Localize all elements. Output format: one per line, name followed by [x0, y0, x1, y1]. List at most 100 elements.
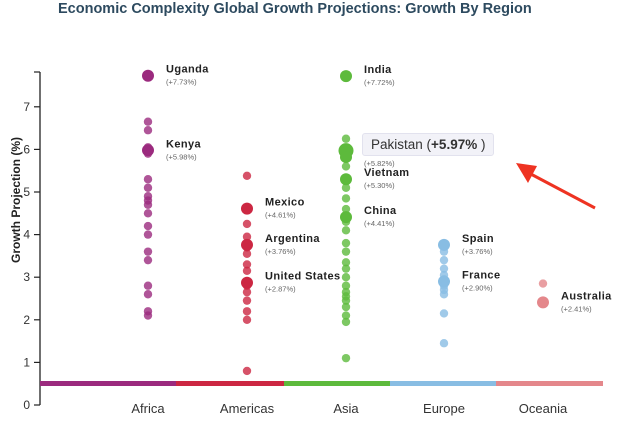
data-point	[242, 296, 252, 305]
annotation-name: India	[364, 64, 392, 76]
tooltip-value: (+5.97% )	[426, 137, 486, 152]
y-axis-label: Growth Projection (%)	[9, 137, 23, 263]
data-point	[143, 209, 153, 218]
region-band-europe	[390, 381, 496, 386]
annotation-value: (+2.87%)	[265, 285, 296, 294]
annotation-name: China	[364, 205, 397, 217]
annotation-value: (+7.72%)	[364, 78, 395, 87]
data-point	[242, 243, 252, 252]
tooltip-value-bold: +5.97%	[431, 137, 478, 152]
data-point	[242, 287, 252, 297]
data-point	[438, 238, 450, 251]
chart-title: Economic Complexity Global Growth Projec…	[58, 1, 532, 17]
data-point	[143, 247, 153, 256]
annotation-value: (+5.30%)	[364, 181, 395, 190]
data-point	[143, 183, 153, 192]
y-tick-label: 6	[23, 142, 30, 156]
data-point	[439, 264, 449, 273]
y-tick-label: 2	[23, 313, 30, 327]
y-tick-label: 7	[23, 100, 30, 114]
data-point	[143, 230, 153, 239]
data-point	[537, 296, 549, 309]
annotation-value: (+3.76%)	[265, 247, 296, 256]
data-point	[341, 302, 351, 312]
data-point	[341, 204, 351, 214]
data-point	[341, 194, 351, 203]
data-point	[143, 175, 153, 184]
region-band-africa	[40, 381, 176, 386]
y-tick-label: 4	[23, 228, 30, 242]
data-point	[439, 339, 449, 348]
region-band-americas	[176, 381, 284, 386]
annotation-name: United States	[265, 271, 341, 283]
hover-tooltip: Pakistan (+5.97% )	[362, 133, 495, 156]
data-point	[242, 281, 252, 290]
x-tick-label: Americas	[220, 401, 275, 416]
data-point	[143, 126, 153, 135]
annotation-value: (+7.73%)	[166, 78, 197, 87]
data-point	[242, 232, 252, 241]
data-point	[242, 315, 252, 324]
data-point	[242, 171, 252, 181]
annotation-name: Spain	[462, 233, 494, 245]
data-point	[242, 219, 252, 229]
data-point	[341, 281, 351, 290]
y-tick-label: 3	[23, 270, 30, 284]
y-tick-label: 5	[23, 185, 30, 199]
annotation-name: Australia	[561, 290, 612, 302]
pointer-arrow-line	[526, 170, 596, 210]
data-point	[341, 183, 351, 192]
data-point	[143, 311, 153, 320]
annotation-name: Argentina	[265, 233, 320, 245]
data-point	[341, 226, 351, 235]
data-point	[341, 258, 351, 267]
data-point	[341, 273, 351, 282]
data-point	[341, 238, 351, 248]
data-point	[341, 353, 351, 363]
tooltip-country: Pakistan	[371, 137, 423, 152]
data-point	[340, 173, 352, 186]
data-point	[143, 290, 153, 299]
data-point	[143, 117, 153, 126]
y-tick-label: 0	[23, 398, 30, 412]
data-point	[143, 200, 153, 209]
annotation-value: (+4.41%)	[364, 219, 395, 228]
data-point	[340, 151, 352, 164]
data-point	[341, 317, 351, 327]
data-point	[341, 247, 351, 256]
data-point	[341, 264, 351, 273]
pointer-arrow-head	[516, 163, 537, 183]
data-point	[439, 247, 449, 256]
annotation-name: Uganda	[166, 64, 209, 76]
y-tick-label: 1	[23, 355, 30, 369]
data-point	[538, 279, 548, 288]
annotation-value: (+2.41%)	[561, 304, 592, 313]
data-point	[340, 70, 352, 83]
data-point	[242, 249, 252, 258]
data-point	[341, 311, 351, 320]
annotation-name: France	[462, 269, 500, 281]
data-point	[341, 296, 351, 305]
x-tick-label: Europe	[423, 401, 465, 416]
data-point	[341, 134, 351, 143]
data-point	[341, 217, 351, 227]
annotation-value: (+3.76%)	[462, 247, 493, 256]
x-tick-label: Asia	[333, 401, 359, 416]
data-point	[439, 255, 449, 265]
region-band-oceania	[496, 381, 603, 386]
x-tick-label: Oceania	[519, 401, 568, 416]
region-band-asia	[284, 381, 390, 386]
data-point	[143, 149, 153, 158]
data-point	[242, 266, 252, 276]
annotation-value: (+4.61%)	[265, 211, 296, 220]
data-point	[439, 290, 449, 299]
data-point	[143, 281, 153, 290]
data-point	[242, 366, 252, 376]
data-point	[142, 69, 154, 82]
data-point	[143, 221, 153, 231]
annotation-name: Vietnam	[364, 167, 409, 179]
data-point	[439, 309, 449, 318]
data-point	[241, 202, 253, 215]
data-point	[242, 260, 252, 269]
